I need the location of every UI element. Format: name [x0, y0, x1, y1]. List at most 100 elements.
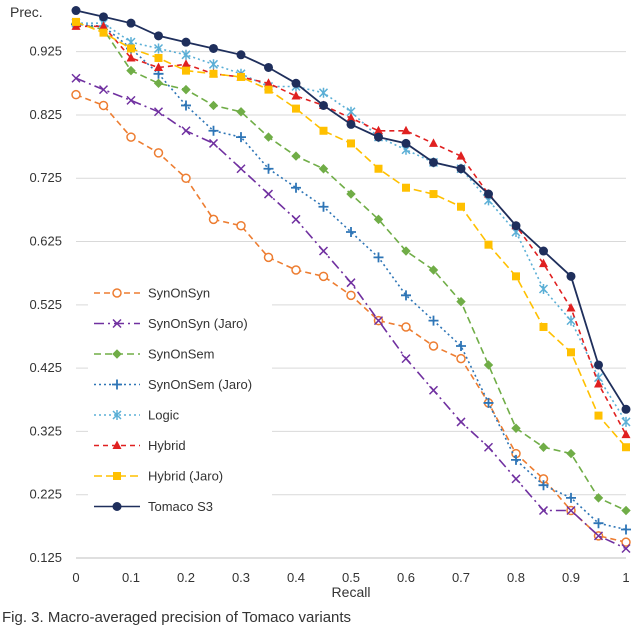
data-point — [292, 104, 300, 113]
data-point — [208, 100, 219, 111]
data-point — [291, 265, 301, 275]
data-point — [621, 416, 631, 427]
data-point — [484, 240, 493, 249]
data-point — [401, 290, 411, 301]
data-point — [538, 505, 549, 516]
data-point — [593, 531, 604, 541]
data-point — [181, 100, 191, 111]
data-point — [566, 448, 576, 459]
data-point — [181, 59, 191, 68]
data-point — [621, 505, 631, 516]
data-point — [237, 72, 245, 81]
legend-item: Hybrid — [94, 438, 186, 453]
legend-swatch-marker — [112, 349, 122, 359]
data-point — [291, 151, 301, 161]
data-point — [208, 214, 219, 225]
data-point — [566, 505, 576, 516]
legend-swatch-marker — [112, 502, 122, 511]
data-point — [456, 353, 466, 364]
data-point — [373, 214, 384, 225]
data-point — [126, 95, 136, 105]
x-tick-label: 0.4 — [287, 570, 305, 585]
data-point — [346, 189, 356, 199]
data-point — [209, 69, 218, 78]
data-point — [374, 132, 383, 142]
data-point — [318, 87, 329, 98]
legend-item: Hybrid (Jaro) — [94, 469, 223, 484]
data-point — [153, 148, 164, 158]
data-point — [594, 411, 603, 420]
legend-label: Logic — [148, 408, 180, 423]
data-point — [208, 138, 219, 148]
data-point — [126, 65, 136, 76]
series-group — [71, 6, 631, 554]
data-point — [456, 340, 466, 351]
x-tick-label: 0.9 — [562, 570, 580, 585]
data-point — [402, 183, 410, 192]
data-point — [621, 524, 631, 535]
data-point — [512, 272, 520, 281]
data-point — [181, 126, 191, 136]
data-point — [511, 454, 521, 465]
y-tick-label: 0.525 — [29, 297, 62, 312]
data-point — [98, 85, 109, 95]
y-tick-label: 0.225 — [29, 487, 62, 502]
data-point — [346, 119, 356, 129]
data-point — [483, 360, 494, 370]
legend-item: SynOnSem (Jaro) — [94, 377, 252, 392]
data-point — [621, 543, 631, 554]
legend-swatch-marker — [112, 379, 122, 390]
data-point — [567, 348, 575, 357]
data-point — [428, 315, 439, 326]
data-point — [71, 89, 81, 100]
legend-item: Logic — [94, 408, 180, 423]
data-point — [236, 50, 246, 60]
data-point — [236, 164, 246, 174]
data-point — [428, 385, 439, 395]
data-point — [621, 537, 631, 547]
data-point — [511, 221, 521, 231]
data-point — [263, 252, 274, 263]
data-point — [208, 59, 219, 70]
data-point — [318, 271, 329, 282]
series-synonsyn-jaro — [71, 73, 631, 554]
data-point — [539, 322, 548, 331]
data-point — [319, 100, 328, 110]
data-point — [566, 492, 576, 503]
data-point — [401, 246, 411, 256]
legend-item: SynOnSyn — [94, 286, 210, 301]
legend-item: SynOnSyn (Jaro) — [94, 316, 248, 331]
y-tick-label: 0.925 — [29, 44, 62, 59]
legend-swatch-marker — [112, 318, 122, 329]
figure-caption: Fig. 3. Macro-averaged precision of Toma… — [2, 609, 351, 625]
data-point — [373, 252, 384, 263]
data-point — [154, 53, 163, 62]
data-point — [483, 442, 494, 452]
data-point — [98, 100, 109, 111]
data-point — [71, 73, 81, 83]
x-tick-label: 0.3 — [232, 570, 250, 585]
data-point — [346, 278, 356, 288]
data-point — [208, 125, 219, 136]
legend-label: SynOnSyn — [148, 286, 210, 301]
y-tick-label: 0.825 — [29, 107, 62, 122]
data-point — [154, 31, 163, 41]
data-point — [511, 474, 521, 484]
data-point — [154, 62, 163, 71]
legend-item: Tomaco S3 — [94, 499, 213, 514]
y-tick-label: 0.425 — [29, 360, 62, 375]
data-point — [566, 271, 576, 281]
data-point — [539, 246, 548, 256]
data-point — [429, 190, 438, 199]
legend-label: Hybrid — [148, 438, 186, 453]
data-point — [318, 164, 329, 174]
data-point — [621, 429, 631, 439]
data-point — [72, 17, 80, 26]
data-point — [401, 125, 411, 135]
data-point — [346, 227, 356, 238]
data-point — [539, 258, 548, 268]
data-point — [538, 442, 549, 452]
data-point — [538, 284, 549, 294]
